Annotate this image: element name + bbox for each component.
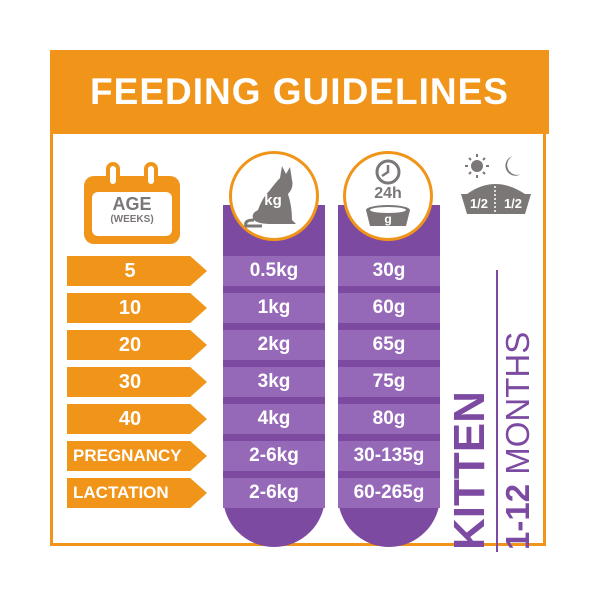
amount-cell: 60-265g (338, 478, 440, 508)
sun-icon (465, 154, 489, 178)
clock-icon (366, 159, 410, 226)
amount-column: 30g 60g 65g 75g 80g 30-135g 60-265g (338, 205, 440, 547)
weight-cell: 2-6kg (223, 478, 325, 508)
weight-cell: 2-6kg (223, 441, 325, 471)
day-night-split-icon: 1/2 1/2 (455, 152, 535, 222)
amount-cell: 60g (338, 293, 440, 323)
life-stage-label: KITTEN 1-12 MONTHS (445, 260, 538, 552)
age-tab: 10 (67, 293, 207, 323)
page-title: FEEDING GUIDELINES (90, 71, 509, 112)
divider (496, 270, 498, 552)
age-tab: 40 (67, 404, 207, 434)
split-right-label: 1/2 (503, 196, 523, 211)
age-tab: 20 (67, 330, 207, 360)
split-left-label: 1/2 (469, 196, 489, 211)
daily-amount-icon: 24h g (343, 151, 433, 241)
age-tab: 5 (67, 256, 207, 286)
moon-icon (505, 156, 521, 176)
amount-cell: 80g (338, 404, 440, 434)
weight-cell: 0.5kg (223, 256, 325, 286)
age-tab: 30 (67, 367, 207, 397)
kitten-title: KITTEN (445, 391, 494, 550)
weeks-label: (WEEKS) (110, 214, 154, 225)
header-bar: FEEDING GUIDELINES (50, 50, 549, 134)
weight-cell: 3kg (223, 367, 325, 397)
weight-cell: 2kg (223, 330, 325, 360)
cat-weight-icon: kg (229, 151, 319, 241)
amount-cell: 30-135g (338, 441, 440, 471)
24h-label: 24h (374, 185, 402, 202)
age-label: AGE (112, 194, 152, 214)
age-tab-pregnancy: PREGNANCY (67, 441, 207, 471)
calendar-icon: AGE (WEEKS) (84, 162, 180, 244)
amount-cell: 30g (338, 256, 440, 286)
bowl-g-label: g (384, 212, 392, 226)
weight-column: 0.5kg 1kg 2kg 3kg 4kg 2-6kg 2-6kg (223, 205, 325, 547)
kg-label: kg (264, 192, 282, 209)
age-tab-lactation: LACTATION (67, 478, 207, 508)
age-range: 1-12 MONTHS (499, 331, 536, 550)
amount-cell: 65g (338, 330, 440, 360)
weight-cell: 4kg (223, 404, 325, 434)
amount-cell: 75g (338, 367, 440, 397)
weight-cell: 1kg (223, 293, 325, 323)
